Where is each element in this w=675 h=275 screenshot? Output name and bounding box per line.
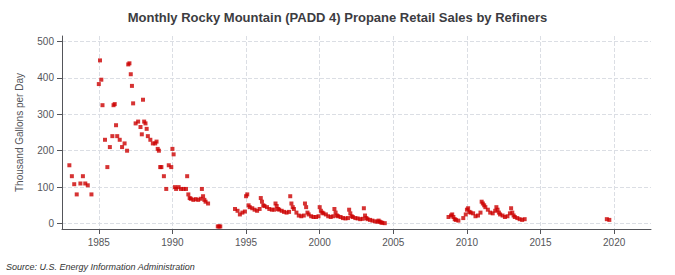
svg-text:1995: 1995 <box>235 237 258 248</box>
svg-text:Thousand Gallons per Day: Thousand Gallons per Day <box>14 73 25 192</box>
svg-text:2010: 2010 <box>456 237 479 248</box>
svg-text:Source: U.S. Energy Informatio: Source: U.S. Energy Information Administ… <box>6 262 195 272</box>
svg-text:0: 0 <box>48 218 54 229</box>
svg-text:100: 100 <box>37 182 54 193</box>
svg-text:2005: 2005 <box>382 237 405 248</box>
svg-text:2020: 2020 <box>603 237 626 248</box>
svg-text:2015: 2015 <box>529 237 552 248</box>
svg-text:200: 200 <box>37 145 54 156</box>
svg-text:1985: 1985 <box>88 237 111 248</box>
svg-text:Monthly Rocky Mountain (PADD 4: Monthly Rocky Mountain (PADD 4) Propane … <box>128 10 547 25</box>
svg-text:400: 400 <box>37 72 54 83</box>
svg-text:300: 300 <box>37 109 54 120</box>
svg-text:1990: 1990 <box>161 237 184 248</box>
svg-text:500: 500 <box>37 36 54 47</box>
svg-text:2000: 2000 <box>309 237 332 248</box>
